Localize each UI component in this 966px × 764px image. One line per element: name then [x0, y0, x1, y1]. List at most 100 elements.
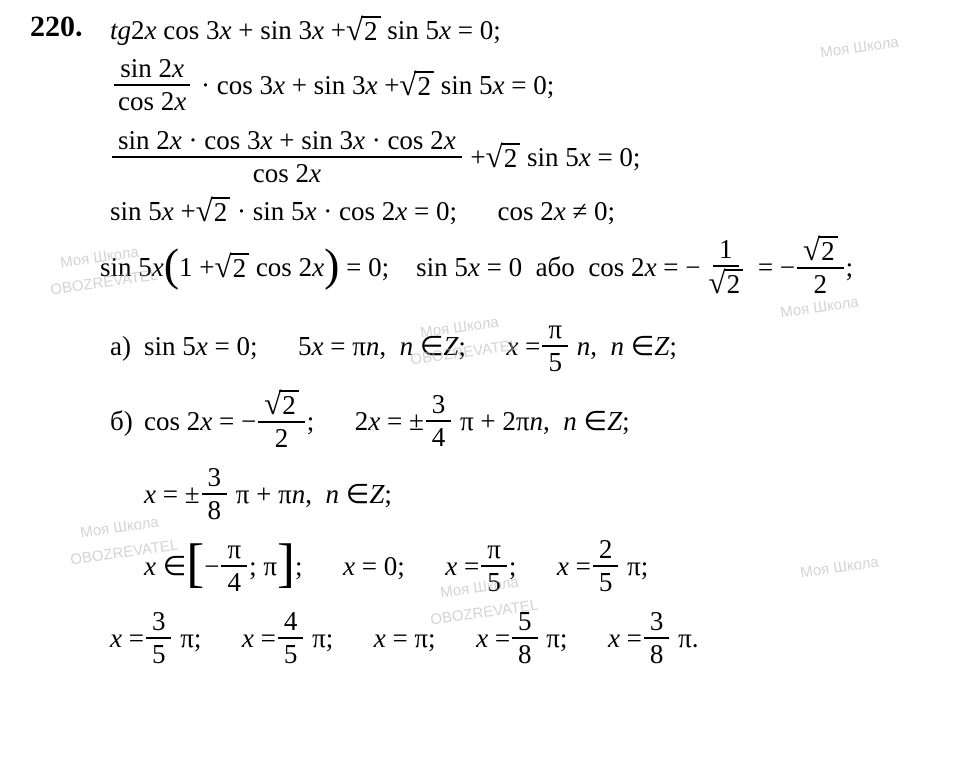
eq-text: ; π — [249, 553, 277, 580]
eq-text: x — [395, 198, 407, 225]
eq-text: = − — [657, 254, 701, 281]
eq-text: + — [324, 17, 346, 44]
eq-text: π; — [540, 625, 568, 652]
frac-den: 4 — [426, 422, 452, 453]
eq-text: · cos 2 — [317, 198, 396, 225]
eq-text: = — [254, 625, 276, 652]
eq-text: tg — [110, 17, 131, 44]
eq-text: n — [400, 333, 414, 360]
eq-text: x — [305, 198, 317, 225]
fraction: 3 5 — [146, 606, 172, 670]
frac-den: 5 — [593, 567, 619, 598]
eq-text: = — [569, 553, 591, 580]
frac-den: cos 2x — [118, 86, 186, 116]
eq-text: 2 — [131, 17, 145, 44]
frac-num: π — [542, 314, 568, 347]
final-row: x = 3 5 π; x = 4 5 π; x = π; x = 5 8 π; — [110, 606, 948, 670]
eq-text: = 0; — [451, 17, 501, 44]
frac-num: 5 — [512, 606, 538, 639]
eq-text: π; — [173, 625, 201, 652]
eq-text: x — [242, 625, 254, 652]
frac-num: π — [481, 534, 507, 567]
eq-text: = 0; — [407, 198, 457, 225]
eq-text: x — [608, 625, 620, 652]
eq-text: · cos 3 — [194, 72, 273, 99]
eq-text: = — [620, 625, 642, 652]
sqrt: √2 — [346, 16, 381, 45]
part-b-1: б) cos 2x = − √2 2 ; 2x = ± 3 4 π + 2πn … — [110, 388, 948, 454]
interval-row: x ∈ [ − π 4 ; π ] ; x = 0; x = π 5 ; x =… — [144, 534, 948, 598]
eq-text: = — [488, 625, 510, 652]
eq-text: = — [518, 333, 540, 360]
eq-text: x — [554, 198, 566, 225]
eq-text: x — [144, 481, 156, 508]
frac-den: 8 — [644, 639, 670, 670]
eq-text: + — [464, 144, 486, 171]
problem-number: 220. — [30, 12, 83, 42]
eq-text: x — [110, 625, 122, 652]
eq-text: x — [200, 408, 212, 435]
line-4: sin 5x + √2 · sin 5x · cos 2x = 0; cos 2… — [110, 197, 948, 226]
sqrt: √2 — [709, 269, 744, 298]
part-b-2: x = ± 3 8 π + πn , n ∈ Z; — [144, 462, 948, 526]
frac-den: 8 — [512, 639, 538, 670]
frac-den: 5 — [542, 347, 568, 378]
frac-num: 3 — [146, 606, 172, 639]
frac-num: sin 2x · cos 3x + sin 3x · cos 2x — [118, 125, 456, 155]
part-a: а) sin 5x = 0; 5x = πn , n ∈ Z; x = π 5 … — [110, 314, 948, 378]
frac-num: sin 2x — [120, 53, 184, 83]
eq-text: x — [273, 72, 285, 99]
eq-text: cos 2 — [588, 254, 644, 281]
fraction: √2 2 — [797, 234, 844, 300]
frac-den: 5 — [481, 567, 507, 598]
eq-text: x — [439, 17, 451, 44]
frac-den: 5 — [146, 639, 172, 670]
eq-text: , — [379, 333, 399, 360]
eq-text: + sin 3 — [231, 17, 312, 44]
eq-text: ∈ — [413, 333, 443, 360]
eq-text: n — [326, 481, 340, 508]
fraction: 1 √2 — [703, 234, 750, 300]
eq-text: x — [145, 17, 164, 44]
fraction: √2 2 — [258, 388, 305, 454]
eq-text: x — [579, 144, 591, 171]
frac-den: 8 — [202, 495, 228, 526]
eq-text: cos 3 — [163, 17, 219, 44]
eq-text: ; — [622, 408, 630, 435]
fraction: 3 8 — [644, 606, 670, 670]
fraction: π 5 — [481, 534, 507, 598]
fraction: 2 5 — [593, 534, 619, 598]
paren-left-icon: ( — [164, 247, 179, 284]
eq-text: x — [445, 553, 457, 580]
eq-text: = 0 — [480, 254, 522, 281]
eq-text: = 0; — [591, 144, 641, 171]
eq-text: = − — [212, 408, 256, 435]
eq-text: sin 5 — [381, 17, 440, 44]
eq-text: x — [645, 254, 657, 281]
eq-text: ; — [295, 553, 303, 580]
eq-text: ∈ — [156, 553, 186, 580]
eq-text: 1 + — [179, 254, 214, 281]
eq-text: x — [506, 333, 518, 360]
eq-text: π. — [671, 625, 698, 652]
fraction: 3 8 — [202, 462, 228, 526]
eq-text: π; — [620, 553, 648, 580]
frac-den: 2 — [808, 269, 834, 300]
part-label: а) — [110, 333, 144, 360]
sqrt: √2 — [264, 390, 299, 419]
eq-text: x — [557, 553, 569, 580]
eq-text: n — [563, 408, 577, 435]
frac-den: 4 — [222, 567, 248, 598]
eq-text: + — [377, 72, 399, 99]
eq-text: = ± — [156, 481, 200, 508]
eq-text: ; — [846, 254, 854, 281]
sqrt: √2 — [486, 143, 521, 172]
eq-text: x — [144, 553, 156, 580]
frac-num: 3 — [426, 389, 452, 422]
eq-text: 2 — [355, 408, 369, 435]
eq-text: sin 5 — [434, 72, 493, 99]
eq-text: n — [577, 333, 591, 360]
frac-num: 2 — [593, 534, 619, 567]
eq-text: = − — [751, 254, 795, 281]
eq-text: = 0; — [504, 72, 554, 99]
